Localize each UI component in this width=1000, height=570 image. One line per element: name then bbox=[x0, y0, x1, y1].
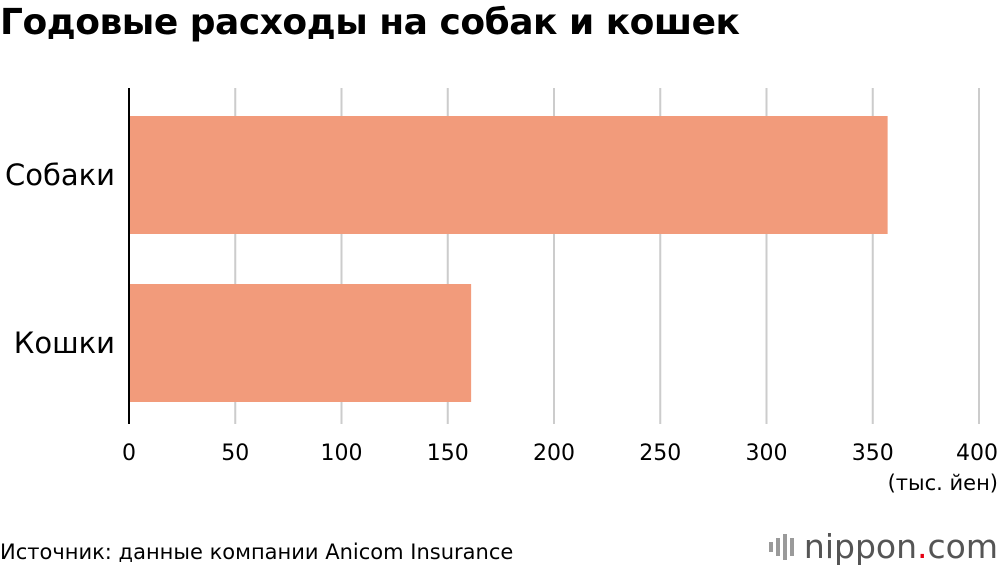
category-labels: Собаки Кошки bbox=[5, 158, 115, 360]
bar-chart: Собаки Кошки 0 50 100 150 200 250 300 350 400 (ты… bbox=[5, 88, 998, 495]
category-label: Собаки bbox=[5, 158, 115, 192]
x-tick-label: 50 bbox=[221, 441, 249, 466]
source-note: Источник: данные компании Anicom Insuran… bbox=[0, 540, 514, 564]
bar bbox=[129, 116, 888, 234]
x-tick-label: 250 bbox=[639, 441, 681, 466]
x-tick-label: 200 bbox=[533, 441, 575, 466]
x-tick-label: 0 bbox=[122, 441, 136, 466]
x-tick-label: 400 bbox=[956, 441, 998, 466]
x-tick-label: 150 bbox=[427, 441, 469, 466]
x-axis-unit: (тыс. йен) bbox=[888, 471, 998, 495]
bar bbox=[129, 284, 472, 402]
logo-dot: . bbox=[917, 527, 928, 566]
chart-title: Годовые расходы на собак и кошек bbox=[0, 2, 740, 43]
logo-text: nippon bbox=[803, 527, 918, 566]
logo-suffix: com bbox=[927, 527, 998, 566]
x-tick-label: 300 bbox=[746, 441, 788, 466]
bars bbox=[129, 116, 888, 402]
category-label: Кошки bbox=[14, 326, 115, 360]
logo-bars-icon bbox=[768, 533, 794, 560]
nippon-logo: nippon. com bbox=[768, 527, 998, 566]
x-tick-label: 350 bbox=[852, 441, 894, 466]
x-tick-label: 100 bbox=[321, 441, 363, 466]
x-tick-labels: 0 50 100 150 200 250 300 350 400 bbox=[122, 441, 998, 466]
